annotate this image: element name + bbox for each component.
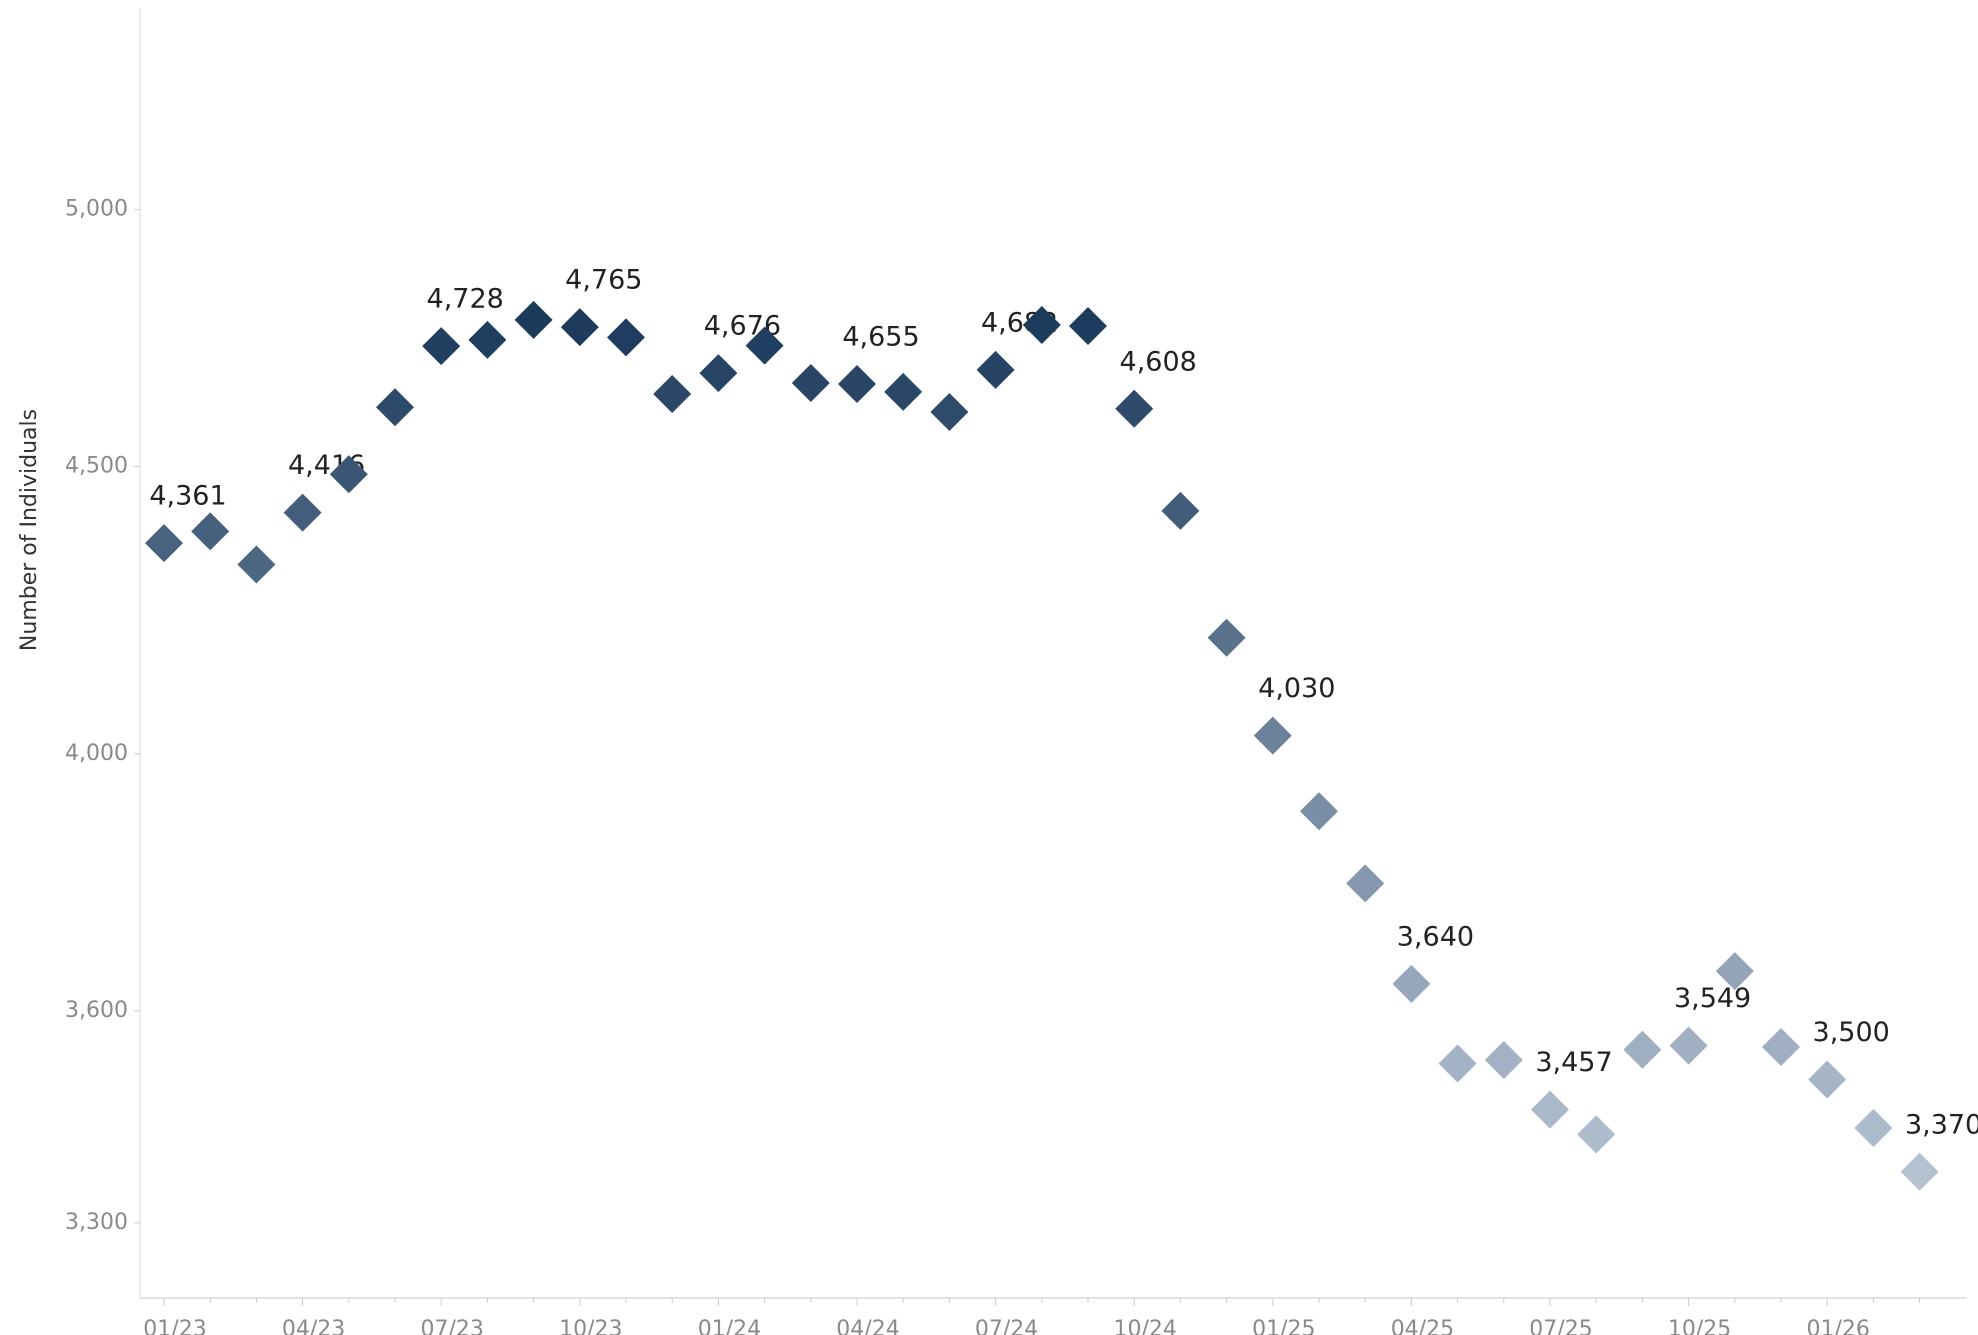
point [1808,1060,1847,1099]
data-label: 4,728 [427,284,504,315]
x-tick-label: 04/24 [836,1317,899,1335]
y-tick-label: 3,300 [65,1210,128,1235]
x-tick-label: 01/25 [1252,1317,1315,1335]
point [1669,1026,1708,1065]
point [699,354,738,393]
point [1022,306,1061,345]
point [1207,618,1246,657]
point [1623,1030,1662,1069]
data-label: 4,030 [1258,673,1335,704]
point [283,493,322,532]
point [422,327,461,366]
point [1715,952,1754,991]
point [1069,307,1107,346]
point [1438,1044,1477,1083]
point [237,545,276,584]
data-label: 3,457 [1535,1047,1612,1078]
point [468,320,507,359]
x-tick-label: 01/24 [698,1317,761,1335]
point [930,392,969,431]
point [1115,389,1154,428]
point [607,318,645,357]
data-label: 4,765 [565,265,642,296]
point [1900,1152,1939,1191]
x-tick-label: 01/23 [143,1317,206,1335]
point [1161,491,1200,530]
data-label: 3,500 [1813,1017,1890,1048]
y-axis-title: Number of Individuals [17,409,42,651]
y-tick-label: 5,000 [65,197,128,222]
point [653,375,692,414]
point [329,455,368,494]
x-tick-label: 04/25 [1391,1317,1454,1335]
point [1854,1109,1893,1148]
x-tick-label: 07/23 [420,1317,483,1335]
y-tick-label: 4,500 [65,454,128,479]
data-label: 3,640 [1397,921,1474,952]
point [1484,1041,1523,1080]
point [976,350,1015,389]
point [1346,864,1385,903]
point [1253,716,1292,755]
x-tick-label: 10/24 [1113,1317,1176,1335]
data-label: 3,370 [1905,1109,1978,1140]
x-tick-label: 07/24 [975,1317,1038,1335]
x-tick-label: 04/23 [282,1317,345,1335]
x-tick-label: 01/26 [1806,1317,1869,1335]
y-tick-label: 4,000 [65,741,128,766]
point [376,388,414,427]
point [791,363,830,402]
point [1300,792,1338,831]
point [560,308,599,347]
x-tick-label: 10/25 [1668,1317,1731,1335]
point [745,326,784,365]
point [145,524,183,563]
data-label: 4,361 [149,481,226,512]
data-label: 3,549 [1674,983,1751,1014]
point [1762,1027,1800,1066]
point [884,372,923,411]
point [1531,1090,1569,1129]
x-tick-label: 10/23 [559,1317,622,1335]
data-label: 4,608 [1120,346,1197,377]
x-tick-label: 07/25 [1529,1317,1592,1335]
point [514,300,553,339]
point [1392,964,1431,1003]
y-tick-label: 3,600 [65,998,128,1023]
point [1577,1115,1616,1154]
data-label: 4,655 [842,322,919,353]
point [838,365,876,404]
point [191,512,230,551]
